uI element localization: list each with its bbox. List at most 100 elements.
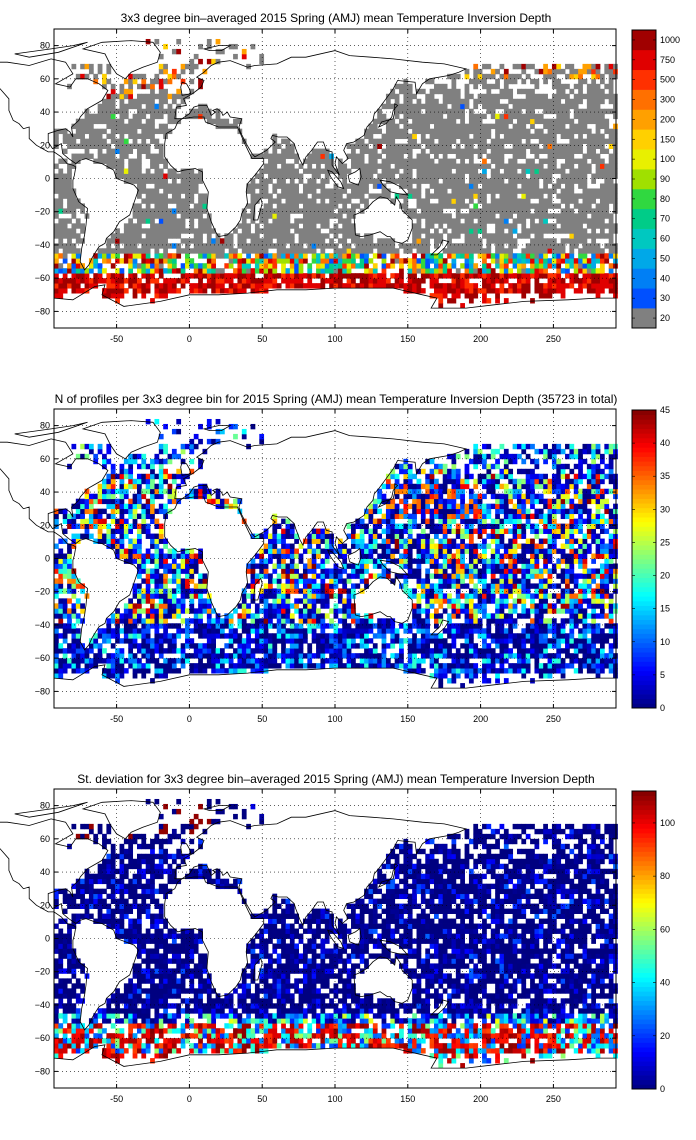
data-cell <box>246 268 251 274</box>
data-cell <box>58 538 64 544</box>
data-cell <box>455 208 461 214</box>
data-cell <box>215 498 221 505</box>
data-cell <box>246 648 251 654</box>
data-cell <box>525 98 531 105</box>
data-cell <box>560 213 566 219</box>
data-cell <box>342 178 348 184</box>
data-cell <box>71 533 77 539</box>
data-cell <box>281 603 286 609</box>
data-cell <box>119 238 125 244</box>
data-cell <box>613 273 618 279</box>
data-cell <box>342 168 348 174</box>
data-cell <box>285 168 291 174</box>
data-cell <box>521 143 527 149</box>
data-cell <box>490 173 496 179</box>
data-cell <box>434 213 439 219</box>
data-cell <box>451 193 457 199</box>
data-cell <box>294 183 299 189</box>
data-cell <box>578 268 583 274</box>
data-cell <box>171 553 177 559</box>
data-cell <box>591 288 597 294</box>
data-cell <box>224 123 230 130</box>
data-cell <box>67 183 72 189</box>
data-cell <box>189 248 195 254</box>
data-cell <box>219 503 225 510</box>
data-cell <box>420 213 426 219</box>
data-cell <box>324 268 330 274</box>
data-cell <box>565 208 570 214</box>
data-cell <box>521 253 527 259</box>
data-cell <box>228 623 234 629</box>
data-cell <box>503 288 509 294</box>
data-cell <box>119 548 125 554</box>
data-cell <box>516 253 522 259</box>
data-cell <box>123 248 129 254</box>
data-cell <box>58 673 64 679</box>
data-cell <box>521 233 527 239</box>
data-cell <box>145 263 151 269</box>
data-cell <box>512 153 518 159</box>
data-cell <box>586 278 592 284</box>
data-cell <box>438 298 444 304</box>
data-cell <box>136 608 142 614</box>
data-cell <box>460 283 465 289</box>
data-cell <box>141 248 147 254</box>
data-cell <box>123 533 129 539</box>
data-cell <box>560 113 566 120</box>
data-cell <box>591 68 597 75</box>
data-cell <box>346 213 352 219</box>
data-cell <box>547 273 553 279</box>
data-cell <box>512 113 518 120</box>
data-cell <box>599 118 605 125</box>
data-cell <box>206 623 212 629</box>
data-cell <box>163 233 168 239</box>
data-cell <box>75 278 81 284</box>
data-cell <box>211 283 217 289</box>
data-cell <box>246 623 251 629</box>
data-cell <box>211 263 217 269</box>
data-cell <box>211 668 217 674</box>
data-cell <box>163 588 168 594</box>
data-cell <box>372 158 378 164</box>
data-cell <box>259 638 265 644</box>
data-cell <box>464 248 470 254</box>
data-cell <box>460 173 465 179</box>
data-cell <box>468 158 474 164</box>
data-cell <box>512 133 518 140</box>
data-cell <box>158 143 164 149</box>
data-cell <box>442 193 448 199</box>
data-cell <box>442 128 448 135</box>
data-cell <box>171 183 177 189</box>
data-cell <box>281 218 286 224</box>
data-cell <box>560 128 566 135</box>
data-cell <box>556 123 562 130</box>
data-cell <box>233 628 238 634</box>
data-cell <box>215 283 221 289</box>
data-cell <box>84 663 90 669</box>
data-cell <box>560 123 566 130</box>
data-cell <box>281 633 286 639</box>
data-cell <box>75 153 81 159</box>
data-cell <box>75 598 81 604</box>
data-cell <box>372 273 378 279</box>
data-cell <box>106 288 112 294</box>
data-cell <box>578 93 583 100</box>
data-cell <box>416 263 422 269</box>
data-cell <box>206 653 212 659</box>
data-cell <box>163 193 168 199</box>
data-cell <box>477 178 483 184</box>
data-cell <box>381 243 387 249</box>
data-cell <box>412 238 417 244</box>
data-cell <box>455 248 461 254</box>
data-cell <box>521 193 527 199</box>
data-cell <box>154 548 160 554</box>
data-cell <box>171 608 177 614</box>
data-cell <box>246 223 251 229</box>
data-cell <box>106 538 112 544</box>
data-cell <box>75 633 81 639</box>
data-cell <box>281 588 286 594</box>
data-cell <box>250 188 256 194</box>
data-cell <box>145 233 151 239</box>
data-cell <box>154 563 160 569</box>
data-cell <box>604 188 610 194</box>
